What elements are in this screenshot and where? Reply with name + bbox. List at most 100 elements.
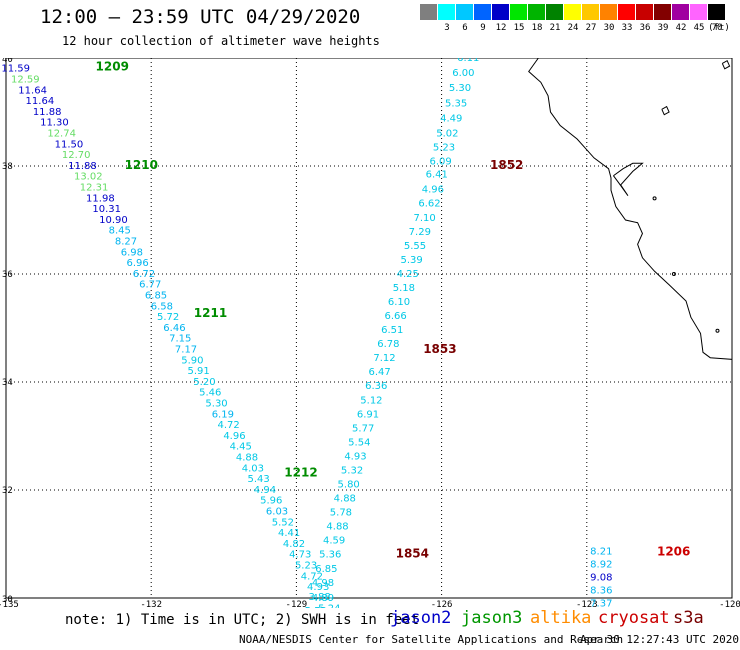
swh-value: 4.45 <box>230 442 252 453</box>
swh-value: 5.43 <box>248 474 270 485</box>
swh-value: 5.52 <box>305 606 327 608</box>
swh-value: 12.70 <box>62 150 91 161</box>
scale-swatch <box>492 4 509 20</box>
longitude-tick-label: -126 <box>431 600 453 608</box>
swh-value: 8.36 <box>590 585 612 596</box>
latitude-tick-label: 36 <box>2 270 13 280</box>
scale-label: 45 <box>693 23 705 33</box>
swh-value: 6.10 <box>388 297 410 308</box>
swh-value: 6.46 <box>163 323 185 334</box>
swh-value: 5.80 <box>338 480 360 491</box>
swh-value: 5.30 <box>205 399 227 410</box>
swh-value: 11.64 <box>18 85 47 96</box>
swh-value: 6.41 <box>426 170 448 181</box>
swh-value: 6.03 <box>266 507 288 518</box>
swh-value: 5.55 <box>404 241 426 252</box>
longitude-tick-label: -123 <box>576 600 598 608</box>
swh-value: 5.91 <box>187 366 209 377</box>
lake-outline <box>661 105 670 116</box>
swh-value: 5.20 <box>193 377 215 388</box>
swh-value: 6.85 <box>145 291 167 302</box>
swh-value: 7.29 <box>409 227 431 238</box>
swh-value: 8.21 <box>590 546 612 557</box>
swh-value: 10.90 <box>99 215 128 226</box>
scale-label: 33 <box>621 23 633 33</box>
pass-time-label: 1209 <box>96 60 129 74</box>
swh-value: 13.02 <box>74 172 103 183</box>
swh-value: 5.78 <box>330 508 352 519</box>
swh-value: 4.49 <box>440 113 462 124</box>
swh-value: 4.03 <box>242 463 264 474</box>
scale-swatch <box>600 4 617 20</box>
swh-value: 4.88 <box>236 453 258 464</box>
swh-value: 6.91 <box>357 409 379 420</box>
swh-value: 5.30 <box>449 83 471 94</box>
swh-value: 3.88 <box>308 592 330 603</box>
swh-value: 12.59 <box>11 75 40 86</box>
scale-swatch <box>438 4 455 20</box>
coastline <box>528 58 733 366</box>
swh-value: 11.59 <box>1 64 30 75</box>
swh-value: 11.30 <box>40 118 69 129</box>
swh-value: 6.72 <box>133 269 155 280</box>
swh-value: 6.51 <box>381 325 403 336</box>
scale-swatch <box>654 4 671 20</box>
swh-value: 4.41 <box>278 528 300 539</box>
scale-label: 30 <box>603 23 615 33</box>
swh-value: 6.85 <box>315 564 337 575</box>
scale-swatch <box>618 4 635 20</box>
swh-value: 5.90 <box>181 355 203 366</box>
scale-swatch <box>636 4 653 20</box>
swh-value: 5.54 <box>348 437 370 448</box>
scale-label: 12 <box>495 23 507 33</box>
pass-time-label: 1852 <box>490 158 523 172</box>
swh-value: 6.96 <box>127 258 149 269</box>
pass-time-label: 1854 <box>396 547 429 561</box>
swh-value: 11.88 <box>33 107 62 118</box>
legend-jason2: jason2 <box>390 608 452 628</box>
swh-value: 4.82 <box>283 539 305 550</box>
swh-value: 5.52 <box>272 517 294 528</box>
scale-label: 9 <box>480 23 486 33</box>
swh-value: 8.92 <box>590 559 612 570</box>
pass-time-label: 1853 <box>423 342 456 356</box>
swh-value: 4.89 <box>312 593 334 604</box>
scale-swatch <box>420 4 437 20</box>
swh-value: 6.77 <box>139 280 161 291</box>
swh-value: 12.31 <box>80 183 109 194</box>
swh-value: 7.17 <box>175 345 197 356</box>
scale-swatch <box>708 4 725 20</box>
scale-label: 18 <box>531 23 543 33</box>
swh-value: 8.45 <box>109 226 131 237</box>
scale-label: 42 <box>675 23 687 33</box>
scale-swatch <box>546 4 563 20</box>
scale-unit: (ft) <box>708 23 730 33</box>
map-subtitle: 12 hour collection of altimeter wave hei… <box>62 34 380 48</box>
swh-value: 5.35 <box>445 98 467 109</box>
pass-time-label: 1210 <box>125 158 158 172</box>
island-outline <box>652 196 657 201</box>
island-outline <box>671 272 676 276</box>
swh-value: 10.31 <box>92 204 121 215</box>
swh-value: 7.10 <box>414 213 436 224</box>
scale-label: 39 <box>657 23 669 33</box>
legend-altika: altika <box>530 608 592 628</box>
swh-value: 5.96 <box>260 496 282 507</box>
scale-label: 36 <box>639 23 651 33</box>
pass-time-label: 1211 <box>194 306 227 320</box>
swh-value: 5.12 <box>360 395 382 406</box>
swh-value: 4.73 <box>289 550 311 561</box>
scale-swatch <box>582 4 599 20</box>
swh-value: 4.88 <box>334 494 356 505</box>
swh-value: 4.25 <box>397 269 419 280</box>
swh-value: 5.77 <box>352 423 374 434</box>
swh-value: 5.18 <box>393 283 415 294</box>
swh-value: 4.72 <box>218 420 240 431</box>
latitude-tick-label: 32 <box>2 486 13 496</box>
swh-value: 5.39 <box>400 255 422 266</box>
swh-value: 7.37 <box>590 598 612 608</box>
swh-value: 12.74 <box>47 129 76 140</box>
bay-outline <box>613 162 644 196</box>
swh-value: 5.23 <box>433 143 455 154</box>
swh-value: 5.23 <box>295 561 317 572</box>
